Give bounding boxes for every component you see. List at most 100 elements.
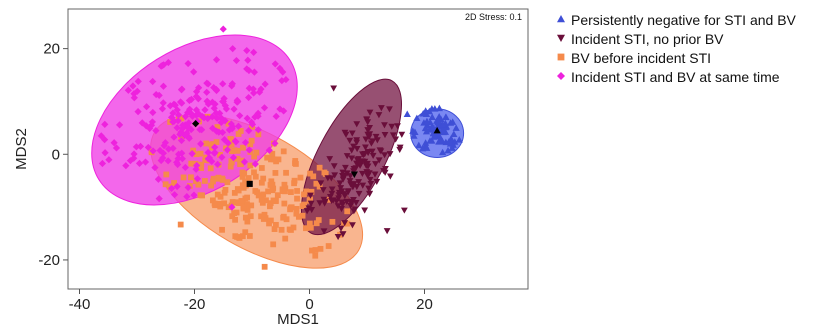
point-incident-sti-no-prior-bv: [346, 173, 354, 180]
point-incident-sti-no-prior-bv: [326, 156, 334, 163]
point-bv-before-incident-sti: [198, 165, 204, 171]
point-incident-sti-and-bv-at-same-time: [245, 84, 253, 92]
point-incident-sti-no-prior-bv: [330, 163, 338, 170]
point-incident-sti-and-bv-at-same-time: [248, 120, 257, 129]
point-bv-before-incident-sti: [232, 233, 239, 240]
point-bv-before-incident-sti: [244, 201, 250, 208]
point-incident-sti-no-prior-bv: [381, 131, 389, 139]
point-bv-before-incident-sti: [270, 241, 277, 248]
point-incident-sti-no-prior-bv: [380, 168, 387, 175]
point-incident-sti-no-prior-bv: [361, 151, 369, 158]
point-bv-before-incident-sti: [253, 149, 260, 156]
point-incident-sti-and-bv-at-same-time: [115, 121, 124, 129]
point-incident-sti-and-bv-at-same-time: [223, 146, 231, 154]
legend-marker-incident-sti-and-bv-at-same-time: [557, 72, 565, 80]
point-incident-sti-and-bv-at-same-time: [265, 146, 273, 154]
centroids-layer: [192, 120, 441, 187]
point-bv-before-incident-sti: [258, 179, 265, 186]
point-bv-before-incident-sti: [255, 131, 262, 138]
point-bv-before-incident-sti: [288, 189, 294, 195]
point-incident-sti-and-bv-at-same-time: [208, 98, 217, 106]
point-bv-before-incident-sti: [273, 221, 279, 228]
point-incident-sti-and-bv-at-same-time: [130, 154, 138, 162]
point-bv-before-incident-sti: [219, 175, 226, 182]
point-incident-sti-no-prior-bv: [339, 231, 347, 238]
point-bv-before-incident-sti: [269, 187, 276, 194]
point-bv-before-incident-sti: [325, 196, 332, 203]
point-bv-before-incident-sti: [286, 226, 293, 233]
point-incident-sti-and-bv-at-same-time: [105, 156, 113, 164]
point-persistently-negative-for-sti-and-bv: [411, 128, 419, 135]
point-incident-sti-no-prior-bv: [317, 180, 325, 187]
point-bv-before-incident-sti: [242, 214, 249, 221]
point-incident-sti-and-bv-at-same-time: [176, 130, 184, 139]
point-incident-sti-and-bv-at-same-time: [212, 127, 221, 135]
point-bv-before-incident-sti: [227, 163, 234, 170]
point-incident-sti-and-bv-at-same-time: [192, 165, 200, 173]
point-incident-sti-no-prior-bv: [316, 200, 324, 207]
point-bv-before-incident-sti: [208, 182, 214, 189]
point-incident-sti-and-bv-at-same-time: [154, 175, 162, 183]
x-tick-label: -20: [184, 296, 206, 313]
point-bv-before-incident-sti: [282, 235, 289, 242]
point-persistently-negative-for-sti-and-bv: [435, 137, 444, 144]
point-incident-sti-and-bv-at-same-time: [144, 143, 152, 152]
point-incident-sti-no-prior-bv: [330, 85, 338, 92]
point-bv-before-incident-sti: [239, 233, 246, 240]
x-tick-label: 20: [416, 296, 433, 313]
point-bv-before-incident-sti: [213, 139, 220, 145]
x-axis-ticks: -40 -20 0 20: [69, 289, 433, 313]
point-persistently-negative-for-sti-and-bv: [442, 113, 450, 121]
point-incident-sti-and-bv-at-same-time: [146, 124, 154, 133]
point-incident-sti-and-bv-at-same-time: [212, 56, 221, 64]
point-incident-sti-and-bv-at-same-time: [243, 46, 251, 55]
point-incident-sti-and-bv-at-same-time: [243, 114, 251, 123]
point-incident-sti-and-bv-at-same-time: [219, 80, 227, 88]
point-persistently-negative-for-sti-and-bv: [421, 124, 430, 132]
point-persistently-negative-for-sti-and-bv: [413, 114, 421, 122]
point-bv-before-incident-sti: [240, 205, 247, 212]
point-incident-sti-no-prior-bv: [353, 184, 361, 191]
point-bv-before-incident-sti: [247, 162, 254, 169]
point-incident-sti-no-prior-bv: [341, 164, 349, 172]
point-incident-sti-no-prior-bv: [339, 169, 347, 176]
point-bv-before-incident-sti: [197, 150, 204, 157]
point-incident-sti-and-bv-at-same-time: [276, 105, 284, 113]
point-incident-sti-no-prior-bv: [338, 199, 346, 206]
point-incident-sti-and-bv-at-same-time: [211, 143, 219, 151]
legend-label-bv-before-incident-sti: BV before incident STI: [571, 50, 711, 66]
point-incident-sti-no-prior-bv: [348, 147, 356, 154]
point-incident-sti-no-prior-bv: [352, 200, 360, 207]
point-incident-sti-no-prior-bv: [320, 228, 328, 235]
point-bv-before-incident-sti: [198, 161, 205, 168]
point-incident-sti-no-prior-bv: [381, 122, 388, 129]
point-incident-sti-no-prior-bv: [369, 138, 377, 145]
point-bv-before-incident-sti: [238, 157, 245, 164]
point-incident-sti-no-prior-bv: [359, 182, 367, 189]
point-incident-sti-and-bv-at-same-time: [187, 125, 195, 134]
point-bv-before-incident-sti: [307, 224, 314, 231]
legend-label-incident-sti-and-bv-at-same-time: Incident STI and BV at same time: [571, 69, 780, 85]
point-incident-sti-and-bv-at-same-time: [271, 60, 279, 68]
point-incident-sti-no-prior-bv: [363, 160, 371, 168]
point-bv-before-incident-sti: [293, 206, 300, 212]
point-bv-before-incident-sti: [322, 170, 329, 177]
point-bv-before-incident-sti: [258, 165, 265, 171]
point-incident-sti-and-bv-at-same-time: [254, 112, 262, 120]
point-incident-sti-no-prior-bv: [324, 175, 332, 182]
point-incident-sti-no-prior-bv: [350, 208, 358, 215]
point-bv-before-incident-sti: [261, 211, 268, 218]
point-incident-sti-no-prior-bv: [375, 157, 383, 164]
point-persistently-negative-for-sti-and-bv: [435, 104, 444, 112]
point-incident-sti-and-bv-at-same-time: [214, 160, 222, 168]
point-incident-sti-and-bv-at-same-time: [130, 94, 138, 102]
point-incident-sti-and-bv-at-same-time: [232, 56, 241, 65]
point-bv-before-incident-sti: [294, 195, 300, 202]
point-incident-sti-no-prior-bv: [335, 195, 343, 202]
point-incident-sti-and-bv-at-same-time: [192, 88, 201, 96]
point-incident-sti-and-bv-at-same-time: [228, 203, 236, 211]
point-persistently-negative-for-sti-and-bv: [422, 107, 430, 114]
legend-marker-bv-before-incident-sti: [557, 53, 565, 61]
point-incident-sti-and-bv-at-same-time: [250, 89, 258, 97]
point-incident-sti-and-bv-at-same-time: [178, 125, 186, 133]
